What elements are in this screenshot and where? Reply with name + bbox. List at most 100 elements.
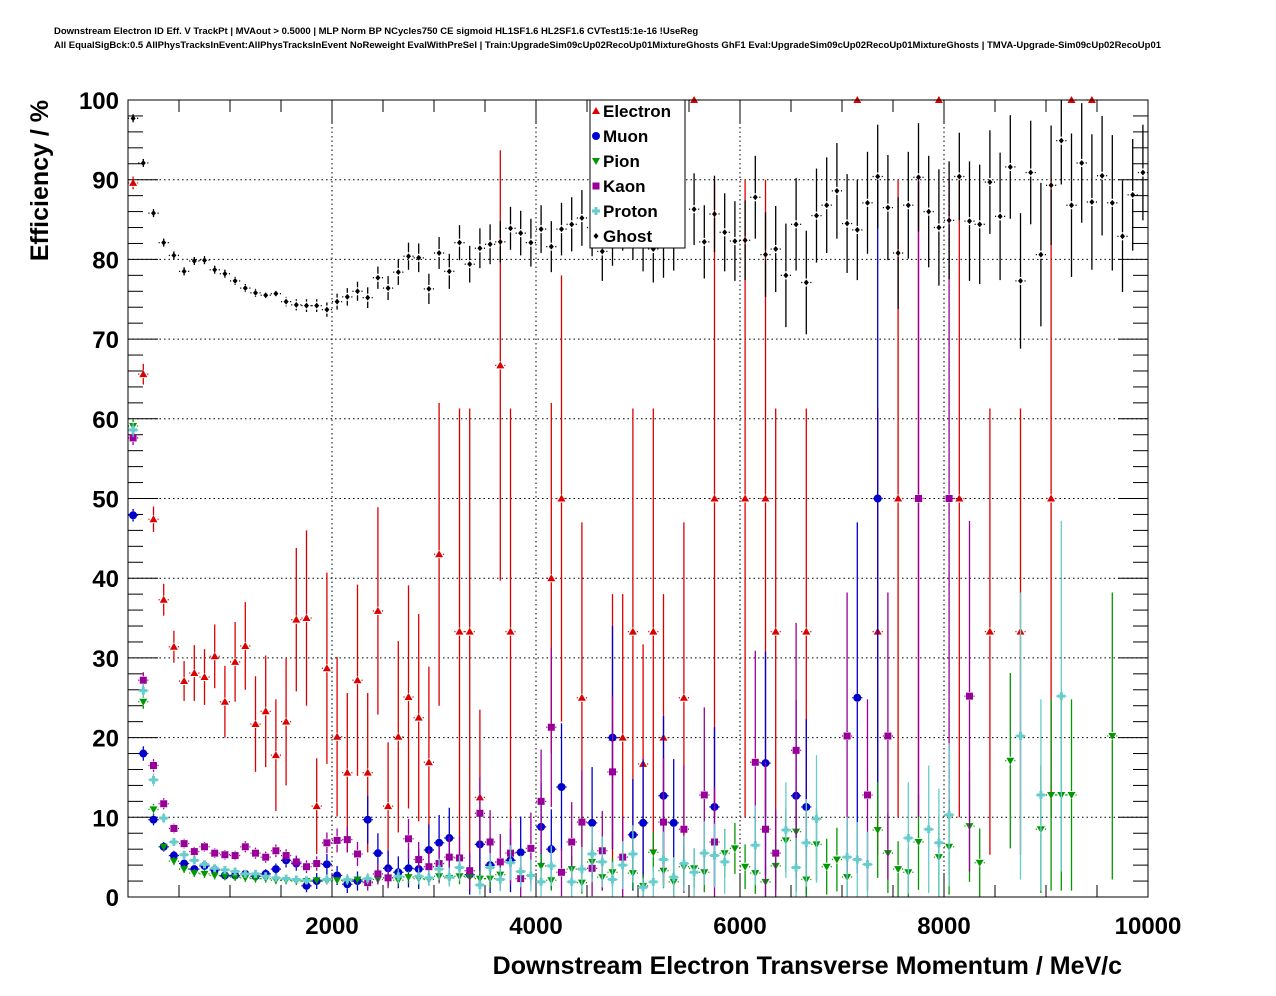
- proton-marker: [506, 858, 515, 867]
- kaon-point: [199, 842, 210, 852]
- proton-point: [321, 874, 332, 885]
- ghost-point: [454, 225, 465, 261]
- proton-marker: [904, 834, 913, 843]
- kaon-marker: [384, 874, 392, 882]
- electron-marker: [414, 713, 423, 721]
- kaon-marker: [343, 836, 351, 844]
- ghost-marker: [691, 206, 697, 213]
- ghost-point: [158, 238, 169, 247]
- kaon-marker: [201, 843, 208, 851]
- ghost-point: [760, 212, 771, 297]
- legend-pion-marker-icon: [592, 158, 600, 165]
- ghost-marker: [202, 257, 207, 264]
- electron-marker: [190, 669, 199, 677]
- electron-marker: [802, 627, 811, 635]
- electron-marker: [761, 494, 770, 502]
- ghost-marker: [436, 250, 442, 257]
- muon-marker: [516, 848, 525, 857]
- pion-point: [199, 869, 210, 878]
- ghost-marker: [732, 238, 738, 245]
- proton-point: [923, 765, 934, 894]
- electron-marker: [180, 677, 189, 685]
- legend: Electron Muon Pion Kaon Proton Ghost: [589, 99, 686, 249]
- electron-point: [128, 176, 139, 190]
- legend-electron-marker-icon: [592, 107, 600, 114]
- ghost-marker: [1140, 169, 1146, 176]
- proton-marker: [924, 825, 933, 834]
- ghost-marker: [997, 213, 1003, 220]
- y-tick-label: 50: [92, 487, 119, 514]
- kaon-marker: [252, 849, 259, 857]
- electron-marker: [231, 657, 240, 665]
- pion-point: [872, 782, 883, 878]
- electron-marker: [220, 697, 229, 705]
- electron-point: [250, 676, 261, 772]
- ghost-marker: [854, 226, 860, 233]
- ghost-marker: [263, 292, 269, 299]
- proton-point: [944, 743, 955, 887]
- electron-marker: [455, 627, 464, 635]
- proton-point: [474, 875, 485, 895]
- electron-marker: [139, 370, 148, 378]
- kaon-marker: [211, 849, 219, 857]
- proton-marker: [628, 849, 637, 858]
- ghost-marker: [844, 220, 850, 227]
- electron-point: [770, 408, 781, 855]
- ghost-point: [719, 193, 730, 272]
- electron-point: [505, 408, 516, 855]
- kaon-point: [546, 647, 557, 807]
- ghost-marker: [916, 174, 921, 181]
- kaon-point: [464, 852, 475, 890]
- series-ghost: [128, 100, 1148, 349]
- ghost-point: [1107, 135, 1118, 271]
- kaon-marker: [864, 791, 871, 799]
- ghost-point: [770, 206, 781, 293]
- proton-marker: [231, 867, 240, 876]
- ghost-point: [984, 130, 995, 234]
- proton-marker: [567, 877, 576, 886]
- legend-ghost-marker-icon: [593, 233, 599, 239]
- ghost-point: [831, 143, 842, 239]
- ghost-point: [209, 265, 220, 274]
- kaon-marker: [190, 848, 198, 856]
- ghost-marker: [395, 269, 401, 276]
- ghost-marker: [446, 268, 452, 275]
- kaon-point: [260, 851, 271, 863]
- electron-marker: [261, 707, 270, 715]
- kaon-point: [372, 863, 383, 885]
- pion-marker: [537, 862, 546, 870]
- proton-marker: [669, 873, 678, 882]
- ghost-marker: [212, 266, 218, 273]
- kaon-point: [209, 848, 220, 858]
- electron-point: [321, 572, 332, 764]
- pion-point: [148, 803, 159, 815]
- kaon-marker: [660, 818, 667, 826]
- x-tick-label: 2000: [305, 913, 358, 940]
- proton-marker: [322, 875, 331, 884]
- ghost-point: [801, 230, 812, 335]
- kaon-marker: [282, 852, 290, 860]
- ghost-point: [495, 221, 506, 263]
- proton-point: [536, 867, 547, 897]
- ghost-point: [168, 251, 179, 260]
- ghost-marker: [1079, 159, 1085, 166]
- kaon-marker: [313, 860, 321, 868]
- electron-marker: [322, 664, 331, 672]
- proton-marker: [853, 855, 862, 864]
- y-tick-label: 10: [92, 805, 119, 832]
- proton-marker: [475, 881, 484, 890]
- proton-point: [168, 838, 179, 847]
- ghost-marker: [508, 225, 513, 232]
- kaon-marker: [466, 867, 474, 875]
- ghost-point: [444, 253, 455, 289]
- ghost-point: [270, 289, 281, 298]
- ghost-marker: [824, 202, 830, 209]
- ghost-marker: [977, 221, 983, 228]
- legend-muon-marker-icon: [592, 132, 600, 140]
- kaon-point: [556, 848, 567, 897]
- ghost-point: [964, 161, 975, 281]
- pion-marker: [730, 845, 739, 853]
- ghost-marker: [763, 251, 768, 258]
- kaon-marker: [762, 825, 769, 833]
- proton-point: [842, 817, 853, 897]
